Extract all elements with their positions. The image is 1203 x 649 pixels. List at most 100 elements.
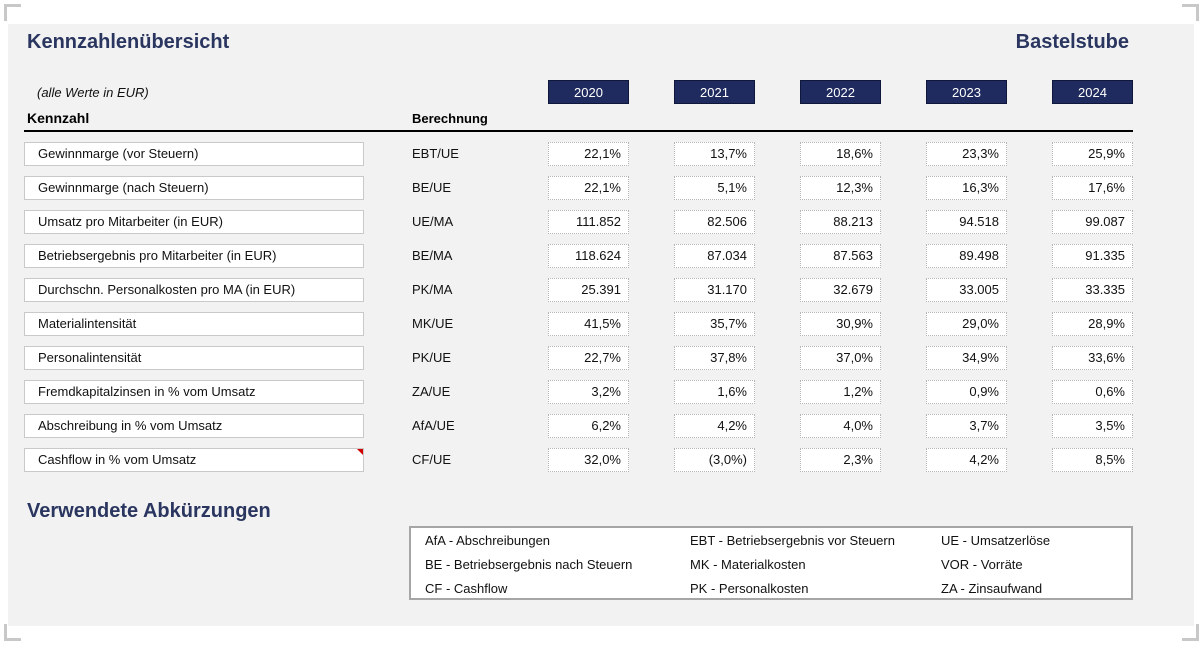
value-cell-2024[interactable]: 33,6%: [1052, 346, 1133, 370]
value-cell-2022[interactable]: 88.213: [800, 210, 881, 234]
kpi-formula: UE/MA: [412, 214, 454, 229]
abbreviation-item: AfA - Abschreibungen: [425, 533, 551, 548]
value-cell-2020[interactable]: 32,0%: [548, 448, 629, 472]
kpi-formula: EBT/UE: [412, 146, 459, 161]
corner-mark: [4, 4, 21, 21]
value-cell-2024[interactable]: 28,9%: [1052, 312, 1133, 336]
value-cell-2023[interactable]: 29,0%: [926, 312, 1007, 336]
value-cell-2023[interactable]: 94.518: [926, 210, 1007, 234]
table-row: Betriebsergebnis pro Mitarbeiter (in EUR…: [0, 244, 1203, 268]
value-cell-2023[interactable]: 16,3%: [926, 176, 1007, 200]
abbreviation-item: BE - Betriebsergebnis nach Steuern: [425, 557, 633, 572]
value-cell-2023[interactable]: 89.498: [926, 244, 1007, 268]
kpi-formula: ZA/UE: [412, 384, 451, 399]
value-cell-2023[interactable]: 34,9%: [926, 346, 1007, 370]
corner-mark: [4, 624, 21, 641]
value-cell-2022[interactable]: 87.563: [800, 244, 881, 268]
value-cell-2024[interactable]: 17,6%: [1052, 176, 1133, 200]
value-cell-2023[interactable]: 33.005: [926, 278, 1007, 302]
value-cell-2021[interactable]: 37,8%: [674, 346, 755, 370]
table-row: Fremdkapitalzinsen in % vom Umsatz ZA/UE 3…: [0, 380, 1203, 404]
value-cell-2020[interactable]: 111.852: [548, 210, 629, 234]
table-row: Umsatz pro Mitarbeiter (in EUR) UE/MA 111.…: [0, 210, 1203, 234]
abbreviation-item: PK - Personalkosten: [690, 581, 809, 596]
value-cell-2022[interactable]: 4,0%: [800, 414, 881, 438]
kpi-formula: AfA/UE: [412, 418, 455, 433]
value-cell-2020[interactable]: 118.624: [548, 244, 629, 268]
value-cell-2020[interactable]: 22,1%: [548, 176, 629, 200]
value-cell-2020[interactable]: 6,2%: [548, 414, 629, 438]
kpi-label-cell[interactable]: Personalintensität: [24, 346, 364, 370]
abbreviation-item: UE - Umsatzerlöse: [941, 533, 1051, 548]
page-title: Kennzahlenübersicht: [27, 31, 230, 53]
value-cell-2021[interactable]: 1,6%: [674, 380, 755, 404]
year-header-2024[interactable]: 2024: [1052, 80, 1133, 104]
kpi-label-cell[interactable]: Gewinnmarge (nach Steuern): [24, 176, 364, 200]
abbreviation-item: MK - Materialkosten: [690, 557, 806, 572]
value-cell-2023[interactable]: 0,9%: [926, 380, 1007, 404]
abbreviation-item: ZA - Zinsaufwand: [941, 581, 1043, 596]
value-cell-2021[interactable]: 5,1%: [674, 176, 755, 200]
year-header-2021[interactable]: 2021: [674, 80, 755, 104]
value-cell-2022[interactable]: 2,3%: [800, 448, 881, 472]
kpi-label-cell[interactable]: Umsatz pro Mitarbeiter (in EUR): [24, 210, 364, 234]
kpi-label-cell[interactable]: Abschreibung in % vom Umsatz: [24, 414, 364, 438]
value-cell-2023[interactable]: 4,2%: [926, 448, 1007, 472]
kpi-label-cell[interactable]: Fremdkapitalzinsen in % vom Umsatz: [24, 380, 364, 404]
value-cell-2021[interactable]: 4,2%: [674, 414, 755, 438]
kpi-formula: CF/UE: [412, 452, 451, 467]
kpi-label-cell[interactable]: Betriebsergebnis pro Mitarbeiter (in EUR…: [24, 244, 364, 268]
header-divider: [24, 130, 1133, 132]
comment-indicator-icon[interactable]: [357, 449, 363, 455]
value-cell-2020[interactable]: 22,7%: [548, 346, 629, 370]
kpi-formula: PK/UE: [412, 350, 452, 365]
value-cell-2024[interactable]: 0,6%: [1052, 380, 1133, 404]
table-row: Abschreibung in % vom Umsatz AfA/UE 6,2% 4,…: [0, 414, 1203, 438]
value-cell-2024[interactable]: 91.335: [1052, 244, 1133, 268]
corner-mark: [1182, 624, 1199, 641]
abbreviations-box: AfA - Abschreibungen EBT - Betriebsergebn…: [409, 526, 1133, 600]
value-cell-2021[interactable]: 13,7%: [674, 142, 755, 166]
company-name: Bastelstube: [1015, 31, 1129, 53]
value-cell-2022[interactable]: 18,6%: [800, 142, 881, 166]
kpi-formula: BE/UE: [412, 180, 452, 195]
value-cell-2024[interactable]: 3,5%: [1052, 414, 1133, 438]
year-header-2023[interactable]: 2023: [926, 80, 1007, 104]
value-cell-2021[interactable]: 82.506: [674, 210, 755, 234]
value-cell-2022[interactable]: 37,0%: [800, 346, 881, 370]
kpi-label-cell[interactable]: Materialintensität: [24, 312, 364, 336]
value-cell-2021[interactable]: 35,7%: [674, 312, 755, 336]
year-header-2022[interactable]: 2022: [800, 80, 881, 104]
value-cell-2022[interactable]: 1,2%: [800, 380, 881, 404]
corner-mark: [1182, 4, 1199, 21]
value-cell-2023[interactable]: 3,7%: [926, 414, 1007, 438]
value-cell-2021[interactable]: (3,0%): [674, 448, 755, 472]
table-row: Personalintensität PK/UE 22,7% 37,8% 37,0% 34…: [0, 346, 1203, 370]
value-cell-2021[interactable]: 31.170: [674, 278, 755, 302]
kpi-formula: PK/MA: [412, 282, 453, 297]
value-cell-2020[interactable]: 3,2%: [548, 380, 629, 404]
abbreviation-item: EBT - Betriebsergebnis vor Steuern: [690, 533, 895, 548]
table-row: Gewinnmarge (vor Steuern) EBT/UE 22,1% 13,7…: [0, 142, 1203, 166]
column-header-berechnung: Berechnung: [412, 111, 488, 126]
value-cell-2020[interactable]: 22,1%: [548, 142, 629, 166]
value-cell-2024[interactable]: 25,9%: [1052, 142, 1133, 166]
kpi-formula: MK/UE: [412, 316, 454, 331]
kpi-label-cell[interactable]: Cashflow in % vom Umsatz: [24, 448, 364, 472]
value-cell-2020[interactable]: 25.391: [548, 278, 629, 302]
kpi-label-cell[interactable]: Gewinnmarge (vor Steuern): [24, 142, 364, 166]
value-cell-2024[interactable]: 99.087: [1052, 210, 1133, 234]
value-cell-2020[interactable]: 41,5%: [548, 312, 629, 336]
kpi-label-cell[interactable]: Durchschn. Personalkosten pro MA (in EUR…: [24, 278, 364, 302]
value-cell-2022[interactable]: 32.679: [800, 278, 881, 302]
value-cell-2024[interactable]: 33.335: [1052, 278, 1133, 302]
abbreviations-title: Verwendete Abkürzungen: [27, 500, 271, 522]
value-cell-2022[interactable]: 12,3%: [800, 176, 881, 200]
value-cell-2023[interactable]: 23,3%: [926, 142, 1007, 166]
table-row: Gewinnmarge (nach Steuern) BE/UE 22,1% 5,1%…: [0, 176, 1203, 200]
value-cell-2022[interactable]: 30,9%: [800, 312, 881, 336]
kpi-formula: BE/MA: [412, 248, 453, 263]
value-cell-2024[interactable]: 8,5%: [1052, 448, 1133, 472]
value-cell-2021[interactable]: 87.034: [674, 244, 755, 268]
year-header-2020[interactable]: 2020: [548, 80, 629, 104]
